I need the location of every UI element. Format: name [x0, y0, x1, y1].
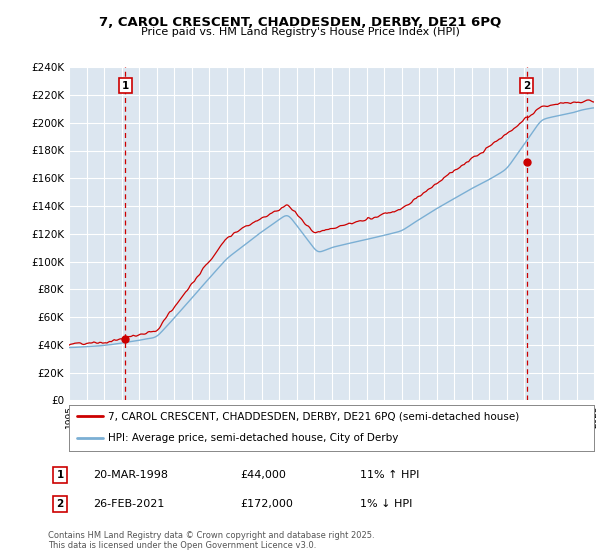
Text: 1: 1	[122, 81, 129, 91]
Text: Contains HM Land Registry data © Crown copyright and database right 2025.
This d: Contains HM Land Registry data © Crown c…	[48, 531, 374, 550]
Text: 1: 1	[56, 470, 64, 480]
Text: 2: 2	[56, 499, 64, 509]
Text: 1% ↓ HPI: 1% ↓ HPI	[360, 499, 412, 509]
Text: 26-FEB-2021: 26-FEB-2021	[93, 499, 164, 509]
Text: £44,000: £44,000	[240, 470, 286, 480]
Text: 7, CAROL CRESCENT, CHADDESDEN, DERBY, DE21 6PQ (semi-detached house): 7, CAROL CRESCENT, CHADDESDEN, DERBY, DE…	[109, 412, 520, 421]
Text: 7, CAROL CRESCENT, CHADDESDEN, DERBY, DE21 6PQ: 7, CAROL CRESCENT, CHADDESDEN, DERBY, DE…	[99, 16, 501, 29]
Text: £172,000: £172,000	[240, 499, 293, 509]
Text: 11% ↑ HPI: 11% ↑ HPI	[360, 470, 419, 480]
Text: HPI: Average price, semi-detached house, City of Derby: HPI: Average price, semi-detached house,…	[109, 433, 399, 443]
Text: Price paid vs. HM Land Registry's House Price Index (HPI): Price paid vs. HM Land Registry's House …	[140, 27, 460, 37]
Text: 20-MAR-1998: 20-MAR-1998	[93, 470, 168, 480]
Text: 2: 2	[523, 81, 530, 91]
